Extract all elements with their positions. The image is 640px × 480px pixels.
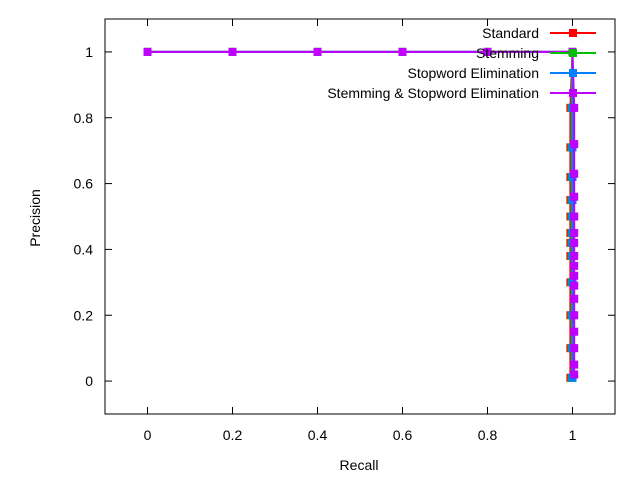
data-point <box>570 169 579 178</box>
legend-swatch-marker <box>569 49 577 57</box>
data-point <box>570 261 579 270</box>
data-point <box>570 103 579 112</box>
y-tick-label: 1 <box>85 44 93 60</box>
y-axis-label: Precision <box>27 189 43 247</box>
data-point <box>570 344 579 353</box>
legend-swatch-marker <box>569 29 577 37</box>
data-point <box>570 228 579 237</box>
legend-entry-label: Stopword Elimination <box>407 65 539 81</box>
data-point <box>228 47 237 56</box>
x-tick-label: 1 <box>569 427 577 443</box>
plot-frame <box>104 18 616 415</box>
y-tick-label: 0.2 <box>74 307 94 323</box>
data-point <box>570 140 579 149</box>
data-point <box>143 47 152 56</box>
data-point <box>570 360 579 369</box>
x-tick-label: 0 <box>144 427 152 443</box>
data-point <box>570 281 579 290</box>
y-tick-label: 0.4 <box>74 241 94 257</box>
legend-swatch-marker <box>569 69 577 77</box>
plot-area <box>143 47 579 382</box>
data-point <box>570 327 579 336</box>
legend-swatch-marker <box>569 89 577 97</box>
data-point <box>483 47 492 56</box>
legend-entry-label: Stemming <box>476 45 539 61</box>
x-tick-label: 0.6 <box>393 427 413 443</box>
x-tick-label: 0.8 <box>478 427 498 443</box>
x-tick-label: 0.4 <box>308 427 328 443</box>
legend-entry-label: Stemming & Stopword Elimination <box>327 85 539 101</box>
y-tick-label: 0.8 <box>74 110 94 126</box>
x-axis-label: Recall <box>340 457 379 473</box>
data-point <box>570 212 579 221</box>
x-tick-label: 0.2 <box>223 427 243 443</box>
data-point <box>570 271 579 280</box>
data-point <box>398 47 407 56</box>
data-point <box>570 311 579 320</box>
data-point <box>570 294 579 303</box>
y-tick-label: 0.6 <box>74 176 94 192</box>
data-point <box>570 238 579 247</box>
axes: 0 0.2 0.4 0.6 0.8 1 0 0.2 0.4 0.6 0.8 1 <box>74 18 616 443</box>
data-point <box>313 47 322 56</box>
data-point <box>570 252 579 260</box>
legend-entry-label: Standard <box>482 25 539 41</box>
y-tick-label: 0 <box>85 373 93 389</box>
data-point <box>570 192 579 201</box>
series-stemming-stopword-elimination <box>143 47 579 379</box>
data-point <box>570 370 579 379</box>
legend: Standard Stemming Stopword Elimination Stem… <box>327 25 596 101</box>
